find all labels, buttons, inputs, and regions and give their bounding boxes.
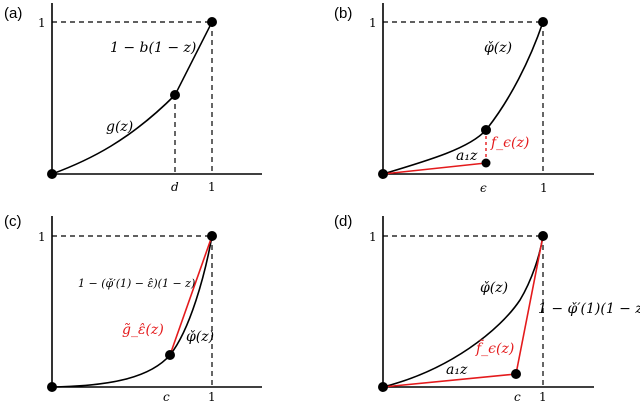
panel-a-x-tick-d: d bbox=[171, 180, 179, 194]
panel-d-point-c bbox=[511, 369, 521, 379]
panel-b-line-a1z bbox=[382, 162, 487, 175]
panel-d-label-f: f̃_ϵ(z) bbox=[475, 339, 514, 357]
panel-d-line-tangent bbox=[515, 235, 544, 375]
panel-c-point-one bbox=[207, 231, 217, 241]
panel-d-label-line: 1 − φ̌′(1)(1 − z) bbox=[538, 301, 640, 317]
panel-a: (a) 1 d 1 1 − b(1 − z) g(z) bbox=[4, 3, 262, 194]
panel-b-y-tick: 1 bbox=[369, 16, 377, 30]
panel-c-tag: (c) bbox=[4, 213, 22, 230]
panel-d-curve bbox=[382, 235, 544, 388]
panel-c-y-tick: 1 bbox=[38, 230, 46, 244]
panel-c-curve bbox=[51, 235, 213, 388]
panel-c-x-tick-1: 1 bbox=[208, 390, 216, 403]
panel-d-x-tick-1: 1 bbox=[539, 390, 547, 403]
panel-d-tag: (d) bbox=[334, 213, 352, 230]
panel-c-line-g bbox=[169, 235, 213, 356]
panel-a-y-tick: 1 bbox=[38, 16, 46, 30]
panel-c-x-tick-c: c bbox=[163, 390, 170, 403]
panel-b-point-line bbox=[481, 158, 491, 168]
panel-d-label-phi: φ̌(z) bbox=[480, 280, 508, 296]
panel-a-tangent-line bbox=[174, 21, 213, 96]
panel-c-label-line: 1 − (φ̌′(1) − ε̂)(1 − z) bbox=[78, 277, 195, 290]
panel-c-label-phi: φ̌(z) bbox=[186, 329, 214, 345]
panel-d: (d) 1 c 1 φ̌(z) f̃_ϵ(z) a₁z 1 − φ̌′(1)(1… bbox=[334, 213, 640, 403]
panel-d-y-tick: 1 bbox=[369, 230, 377, 244]
panel-b-label-phi: φ̌(z) bbox=[484, 40, 512, 56]
panel-b-tag: (b) bbox=[334, 5, 352, 22]
panel-a-curve bbox=[51, 94, 176, 175]
panel-b-x-tick-eps: ϵ bbox=[480, 181, 487, 195]
panel-c-point-origin bbox=[47, 382, 57, 392]
panel-c-point-c bbox=[165, 350, 175, 360]
panel-c: (c) 1 c 1 1 − (φ̌′(1) − ε̂)(1 − z) g̃_ε̂… bbox=[4, 213, 262, 403]
panel-a-label-line: 1 − b(1 − z) bbox=[110, 40, 196, 56]
panel-d-point-one bbox=[538, 231, 548, 241]
panel-b-point-curve bbox=[481, 125, 491, 135]
panel-b-point-origin bbox=[378, 169, 388, 179]
panel-d-point-origin bbox=[378, 382, 388, 392]
panel-d-line-a1z bbox=[382, 373, 517, 388]
panel-c-label-g: g̃_ε̂(z) bbox=[122, 322, 164, 338]
panel-b-label-f: f_ϵ(z) bbox=[490, 135, 529, 151]
panel-b: (b) 1 ϵ 1 φ̌(z) a₁z f_ϵ(z) bbox=[334, 3, 594, 195]
panel-d-x-tick-c: c bbox=[514, 390, 521, 403]
panel-b-point-one bbox=[538, 17, 548, 27]
panel-a-tag: (a) bbox=[4, 5, 22, 22]
panel-d-label-a1z: a₁z bbox=[446, 362, 468, 378]
panel-a-point-d bbox=[170, 90, 180, 100]
panel-a-x-tick-1: 1 bbox=[208, 180, 216, 194]
panel-a-point-origin bbox=[47, 169, 57, 179]
panel-a-point-one bbox=[207, 17, 217, 27]
panel-b-x-tick-1: 1 bbox=[540, 181, 548, 195]
panel-a-label-g: g(z) bbox=[106, 119, 133, 135]
panel-b-label-a1z: a₁z bbox=[456, 148, 478, 164]
